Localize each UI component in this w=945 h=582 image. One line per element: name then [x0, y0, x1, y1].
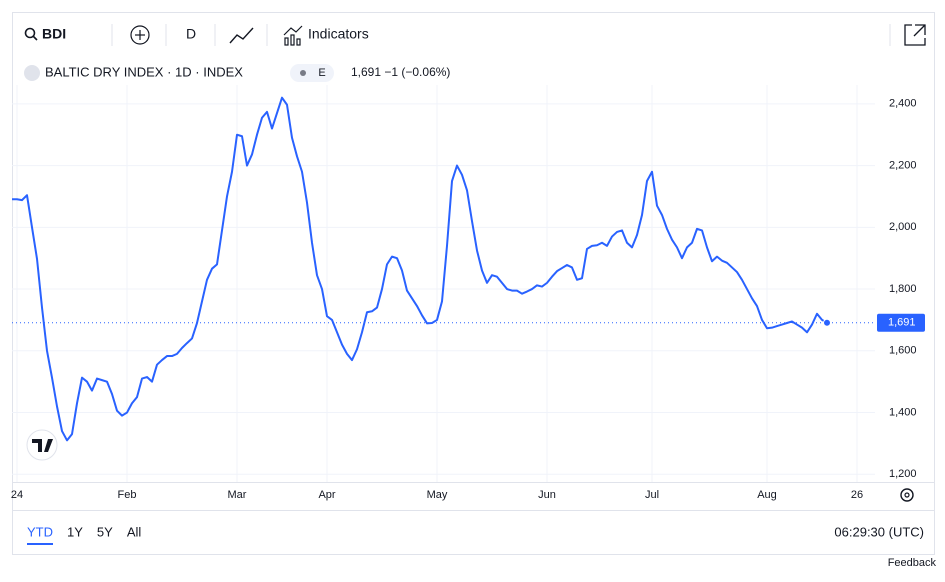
- interval[interactable]: D: [186, 26, 196, 42]
- grid: [12, 85, 875, 482]
- y-tick-label: 2,200: [889, 159, 917, 171]
- badge-text: E: [318, 67, 325, 79]
- x-tick-label: Feb: [118, 489, 137, 501]
- x-tick-label: Mar: [228, 489, 247, 501]
- legend: BALTIC DRY INDEX · 1D · INDEX E 1,691 −1…: [24, 64, 450, 82]
- feedback[interactable]: Feedback: [888, 557, 937, 569]
- y-tick-label: 1,800: [889, 283, 917, 295]
- series-name: BALTIC DRY INDEX · 1D · INDEX: [45, 64, 243, 79]
- open-fullscreen[interactable]: [904, 24, 926, 46]
- frame: [12, 12, 935, 555]
- last-value-tag: [877, 313, 925, 332]
- y-tick-label: 2,400: [889, 98, 917, 110]
- range-button[interactable]: All: [127, 524, 142, 539]
- add-symbol[interactable]: [130, 25, 150, 45]
- settings-icon[interactable]: [900, 488, 914, 502]
- x-tick-label: Apr: [318, 489, 335, 501]
- indicators[interactable]: Indicators: [308, 26, 369, 42]
- x-tick-label: 24: [11, 489, 23, 501]
- x-tick-label: Jun: [538, 489, 556, 501]
- y-tick-label: 1,400: [889, 406, 917, 418]
- range-button[interactable]: YTD: [27, 524, 53, 539]
- x-tick-label: May: [427, 489, 448, 501]
- range-button[interactable]: 1Y: [67, 524, 83, 539]
- indicators-icon[interactable]: [283, 25, 303, 46]
- x-tick-label: Aug: [757, 489, 777, 501]
- quote: 1,691 −1 (−0.06%): [351, 65, 450, 79]
- search-icon[interactable]: [24, 27, 36, 39]
- clock: 06:29:30 (UTC): [834, 524, 924, 539]
- last-value-label: 1,691: [888, 317, 916, 329]
- y-tick-label: 1,200: [889, 468, 917, 480]
- symbol-logo: [24, 65, 40, 81]
- range-button[interactable]: 5Y: [97, 524, 113, 539]
- range-bar: YTD 1Y 5Y All: [27, 524, 142, 545]
- badge: [290, 64, 334, 82]
- symbol[interactable]: BDI: [42, 26, 66, 42]
- x-tick-label: 26: [851, 489, 863, 501]
- price-line: [12, 96, 828, 442]
- tradingview-logo: [26, 429, 58, 461]
- y-tick-label: 1,600: [889, 345, 917, 357]
- toolbar: BDI D Indicators: [24, 24, 926, 46]
- y-tick-label: 2,000: [889, 221, 917, 233]
- last-point: [823, 318, 831, 327]
- x-tick-label: Jul: [645, 489, 659, 501]
- chart-type[interactable]: [229, 27, 254, 44]
